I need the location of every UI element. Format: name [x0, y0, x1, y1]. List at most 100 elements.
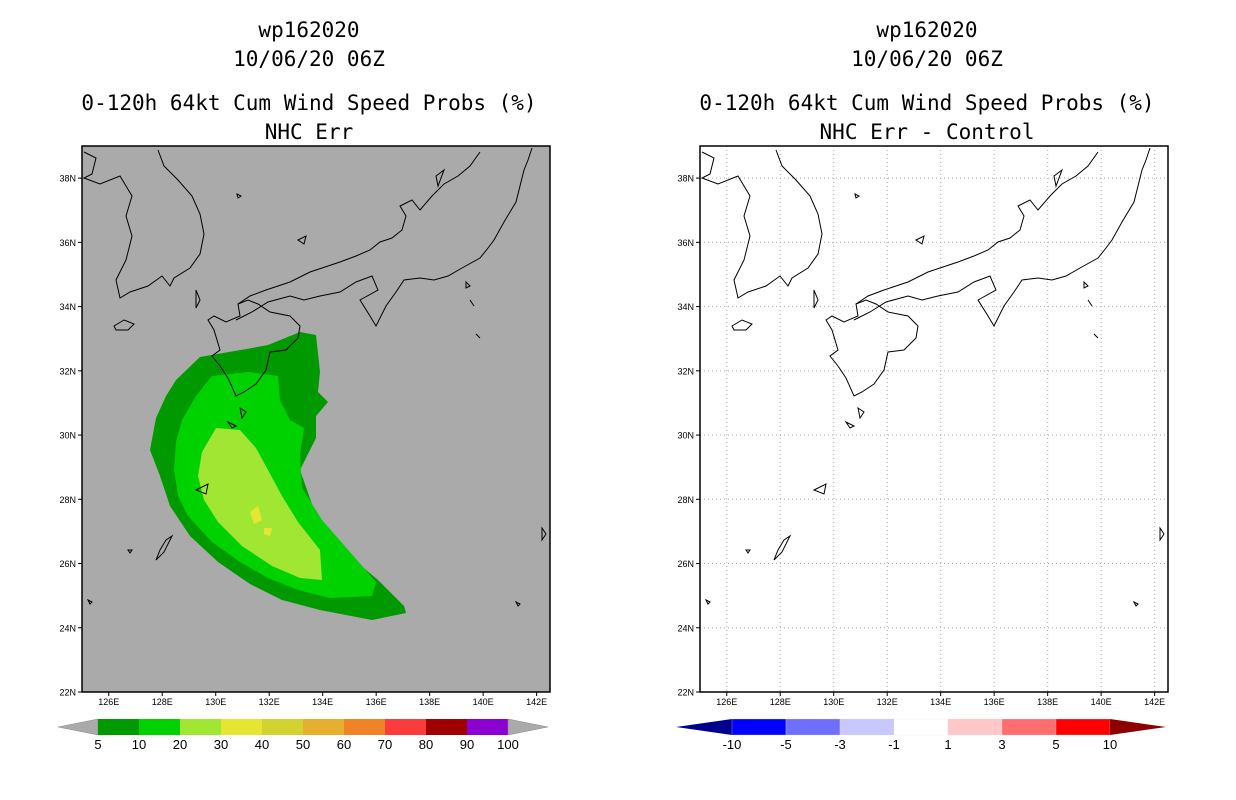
product-title: 0-120h 64kt Cum Wind Speed Probs (%): [81, 91, 537, 115]
colorbar-label: 5: [1052, 737, 1059, 752]
lat-tick-label: 28N: [59, 495, 76, 505]
colorbar-swatch: [947, 718, 1003, 736]
colorbar-label: -1: [888, 737, 900, 752]
lon-tick-label: 130E: [823, 697, 844, 707]
coastlines: [700, 147, 1165, 607]
lat-tick-label: 24N: [677, 623, 694, 633]
colorbar-label: 3: [998, 737, 1005, 752]
colorbar-high-triangle: [1110, 719, 1166, 735]
lon-tick-label: 136E: [366, 697, 387, 707]
lon-tick-label: 132E: [877, 697, 898, 707]
colorbar-low-triangle: [57, 718, 99, 736]
colorbar-swatch: [1055, 718, 1111, 736]
right-map: 38N 36N 34N 32N 30N 28N 26N 24N 22N 126E 128E 130E 1…: [676, 145, 1169, 752]
colorbar-label: 10: [132, 737, 146, 752]
coastlines: [82, 147, 547, 607]
lon-tick-label: 142E: [526, 697, 547, 707]
colorbar-swatch: [139, 719, 180, 735]
lat-tick-label: 34N: [59, 302, 76, 312]
lat-tick-label: 38N: [677, 174, 694, 184]
colorbar-high-triangle: [507, 718, 549, 736]
contour-30: [250, 506, 262, 524]
colorbar-swatch: [1001, 718, 1057, 736]
colorbar-low-triangle: [676, 719, 732, 735]
lat-tick-label: 32N: [59, 366, 76, 376]
colorbar-label: 90: [460, 737, 474, 752]
colorbar-label: 1: [944, 737, 951, 752]
colorbar-swatch: [221, 719, 262, 735]
colorbar-label: 60: [337, 737, 351, 752]
colorbar-label: 30: [214, 737, 228, 752]
colorbar-swatch: [426, 719, 467, 735]
map-gridlines: [700, 146, 1168, 692]
colorbar-swatch: [180, 719, 221, 735]
lon-tick-label: 134E: [930, 697, 951, 707]
colorbar-swatch: [303, 719, 344, 735]
colorbar-label: -3: [834, 737, 846, 752]
colorbar-label: 5: [94, 737, 101, 752]
product-title: 0-120h 64kt Cum Wind Speed Probs (%): [699, 91, 1155, 115]
lon-tick-label: 140E: [473, 697, 494, 707]
colorbar-swatch: [262, 719, 303, 735]
right-panel: wp162020 10/06/20 06Z 0-120h 64kt Cum Wi…: [618, 0, 1236, 800]
lon-tick-label: 132E: [259, 697, 280, 707]
lon-tick-label: 126E: [98, 697, 119, 707]
lon-tick-label: 126E: [716, 697, 737, 707]
lat-tick-label: 32N: [677, 366, 694, 376]
colorbar-label: 100: [497, 737, 519, 752]
colorbar-swatch: [467, 719, 508, 735]
subtitle: NHC Err - Control: [819, 120, 1035, 144]
colorbar: 5 10 20 30 40 50 60 70 80 90 100: [57, 718, 549, 752]
lat-tick-label: 28N: [677, 495, 694, 505]
colorbar-label: 10: [1103, 737, 1117, 752]
map-frame: [81, 145, 551, 693]
colorbar-label: -10: [723, 737, 742, 752]
colorbar-label: 70: [378, 737, 392, 752]
lat-tick-label: 22N: [59, 688, 76, 698]
lon-tick-label: 140E: [1091, 697, 1112, 707]
lat-tick-label: 36N: [677, 238, 694, 248]
colorbar-swatch: [731, 718, 787, 736]
contour-20: [198, 428, 322, 580]
colorbar-label: 50: [296, 737, 310, 752]
lat-tick-label: 26N: [59, 559, 76, 569]
lon-tick-label: 138E: [1037, 697, 1058, 707]
contour-30b: [264, 528, 272, 536]
map-background: [700, 146, 1168, 692]
lat-tick-label: 26N: [677, 559, 694, 569]
lon-tick-label: 128E: [770, 697, 791, 707]
colorbar-swatch: [839, 718, 895, 736]
lon-tick-label: 130E: [205, 697, 226, 707]
colorbar-label: 80: [419, 737, 433, 752]
lat-tick-label: 22N: [677, 688, 694, 698]
lat-tick-label: 36N: [59, 238, 76, 248]
lon-tick-label: 134E: [312, 697, 333, 707]
colorbar: -10 -5 -3 -1 1 3 5 10: [676, 718, 1166, 752]
probability-contours: [82, 147, 547, 620]
colorbar-swatch: [98, 719, 139, 735]
axis-ticks: 38N 36N 34N 32N 30N 28N 26N 24N 22N 126E 128E 130E 1…: [59, 174, 547, 707]
axis-ticks: 38N 36N 34N 32N 30N 28N 26N 24N 22N 126E 128E 130E 1…: [677, 174, 1165, 707]
lat-tick-label: 30N: [59, 431, 76, 441]
lat-tick-label: 38N: [59, 174, 76, 184]
map-frame: [699, 145, 1169, 693]
lat-tick-label: 24N: [59, 623, 76, 633]
colorbar-swatch: [344, 719, 385, 735]
lat-tick-label: 30N: [677, 431, 694, 441]
lat-tick-label: 34N: [677, 302, 694, 312]
storm-id-title: wp162020: [876, 18, 978, 42]
colorbar-swatch: [785, 718, 841, 736]
lon-tick-label: 142E: [1144, 697, 1165, 707]
colorbar-label: -5: [780, 737, 792, 752]
date-title: 10/06/20 06Z: [851, 47, 1003, 71]
lon-tick-label: 128E: [152, 697, 173, 707]
date-title: 10/06/20 06Z: [233, 47, 385, 71]
lon-tick-label: 138E: [419, 697, 440, 707]
left-panel: wp162020 10/06/20 06Z 0-120h 64kt Cum Wi…: [57, 18, 551, 752]
colorbar-label: 20: [173, 737, 187, 752]
storm-id-title: wp162020: [258, 18, 360, 42]
subtitle: NHC Err: [264, 120, 354, 144]
lon-tick-label: 136E: [984, 697, 1005, 707]
colorbar-swatch: [893, 718, 949, 736]
left-map: 38N 36N 34N 32N 30N 28N 26N 24N 22N 126E 128E 130E 1…: [57, 145, 551, 752]
